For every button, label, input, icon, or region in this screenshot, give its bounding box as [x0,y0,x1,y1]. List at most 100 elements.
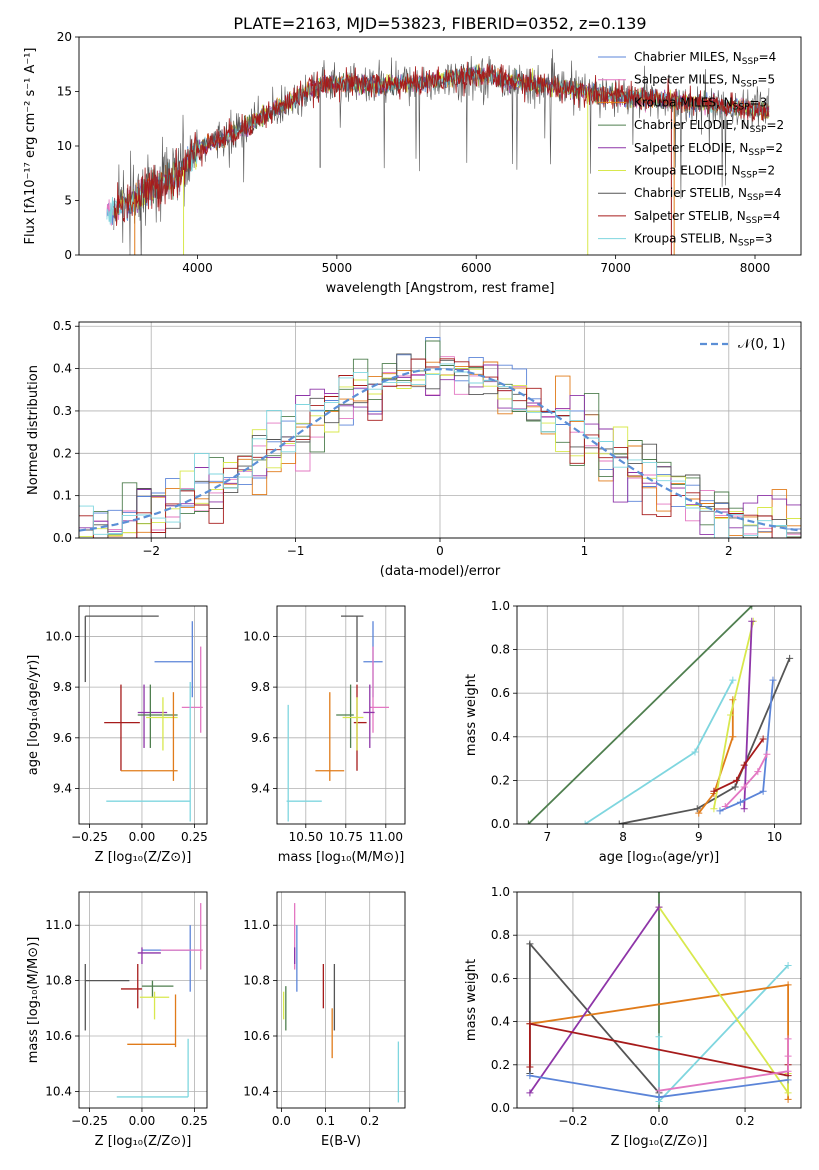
y-tick-label: 0.1 [53,489,72,503]
weight-marker [740,805,748,813]
weight-marker [695,809,703,817]
weight-marker [655,903,663,911]
residuals-marks [79,337,801,538]
x-tick-label: 0.2 [736,1114,755,1128]
x-tick-label: 10 [767,830,782,844]
y-tick-label: 10.4 [45,1084,72,1098]
legend-label: Chabrier MILES, NSSP=4 [634,50,776,67]
x-tick-label: 8000 [740,261,771,275]
massweight-vs-Z-marks [526,892,792,1108]
y-tick-label: 0.8 [491,928,510,942]
axes-frame [516,605,802,825]
figure-title: PLATE=2163, MJD=53823, FIBERID=0352, z=0… [233,14,646,33]
y-tick-label: 0.5 [53,319,72,333]
y-tick-label: 0.0 [491,817,510,831]
weight-marker [784,1052,792,1060]
legend-label: 𝒩(0, 1) [738,337,785,352]
legend-label: Salpeter STELIB, NSSP=4 [634,209,780,226]
x-tick-label: 0.2 [360,1114,379,1128]
weight-marker [581,820,589,824]
grid-layer [79,322,801,1109]
x-tick-label: 11.00 [369,830,403,844]
weight-marker [710,805,718,813]
weight-marker [655,1033,663,1041]
x-tick-label: 5000 [322,261,353,275]
y-axis-label: mass [log₁₀(M/M⊙)] [26,937,41,1064]
x-tick-label: −1 [287,544,305,558]
weight-line [658,1038,789,1092]
age-vs-Z-marks [84,615,203,822]
weight-line [527,606,753,824]
y-axis-label: mass weight [464,674,479,756]
x-tick-label: −0.25 [71,1114,108,1128]
y-tick-label: 1.0 [491,599,510,613]
y-axis-label: age [log₁₀(age/yr)] [26,655,41,776]
x-tick-label: 2 [725,544,733,558]
mass-vs-ebv-marks [282,903,400,1103]
weight-marker [731,783,739,791]
axes-frame [78,891,208,1109]
x-tick-label: 0.00 [129,1114,156,1128]
histogram-step [79,358,801,538]
x-tick-label: −2 [142,544,160,558]
x-tick-label: 7000 [600,261,631,275]
y-tick-label: 0.0 [53,531,72,545]
y-axis-label: Flux [fλ10⁻¹⁷ erg cm⁻² s⁻¹ A⁻¹] [23,48,38,245]
legend-label: Salpeter ELODIE, NSSP=2 [634,141,783,158]
x-tick-label: 10.75 [329,830,363,844]
weight-line [743,621,753,809]
weight-line [529,941,660,1094]
weight-marker [736,798,744,806]
x-axis-label: (data-model)/error [380,564,501,579]
y-tick-label: 10.0 [243,629,270,643]
legend-label: Salpeter MILES, NSSP=5 [634,73,775,90]
weight-marker [784,981,792,989]
weight-marker [526,940,534,948]
weight-marker [740,783,748,791]
weight-line [584,679,734,824]
weight-marker [729,676,737,684]
weight-marker [733,776,741,784]
weight-marker [727,711,735,719]
y-tick-label: 9.8 [53,680,72,694]
weight-marker [784,1095,792,1103]
weight-marker [721,803,729,811]
y-axis-label: Normed distribution [26,365,41,495]
y-tick-label: 0.0 [491,1101,510,1115]
y-tick-label: 10 [57,139,72,153]
weight-line [619,657,791,824]
y-tick-label: 0.4 [491,1015,510,1029]
x-tick-label: 1 [581,544,589,558]
x-axis-label: E(B-V) [321,1134,361,1149]
y-tick-label: 9.6 [251,731,270,745]
weight-line [724,753,768,808]
axes-frame [78,605,208,825]
y-tick-label: 10.4 [243,1084,270,1098]
legend-label: Kroupa ELODIE, NSSP=2 [634,164,775,181]
weight-marker [655,1104,663,1108]
y-tick-label: 0.8 [491,643,510,657]
y-tick-label: 11.0 [45,918,72,932]
weight-marker [524,820,532,824]
y-tick-label: 10.8 [243,974,270,988]
weight-line [529,906,660,1094]
weight-marker [754,768,762,776]
y-tick-label: 20 [57,30,72,44]
weight-marker [784,1067,792,1075]
weight-marker [710,787,718,795]
weight-marker [526,1020,534,1028]
weight-marker [769,676,777,684]
y-tick-label: 0.6 [491,686,510,700]
normal-curve [79,368,799,532]
weight-marker [784,1089,792,1097]
y-tick-label: 9.4 [251,782,270,796]
x-tick-label: 0.25 [181,830,208,844]
massweight-vs-age-marks [524,606,794,824]
y-tick-label: 0.4 [53,362,72,376]
x-tick-label: −0.2 [558,1114,587,1128]
data-layer [79,49,801,1108]
spectrum-marks [106,49,770,255]
y-tick-label: 0.2 [491,773,510,787]
x-axis-label: age [log₁₀(age/yr)] [599,850,720,865]
